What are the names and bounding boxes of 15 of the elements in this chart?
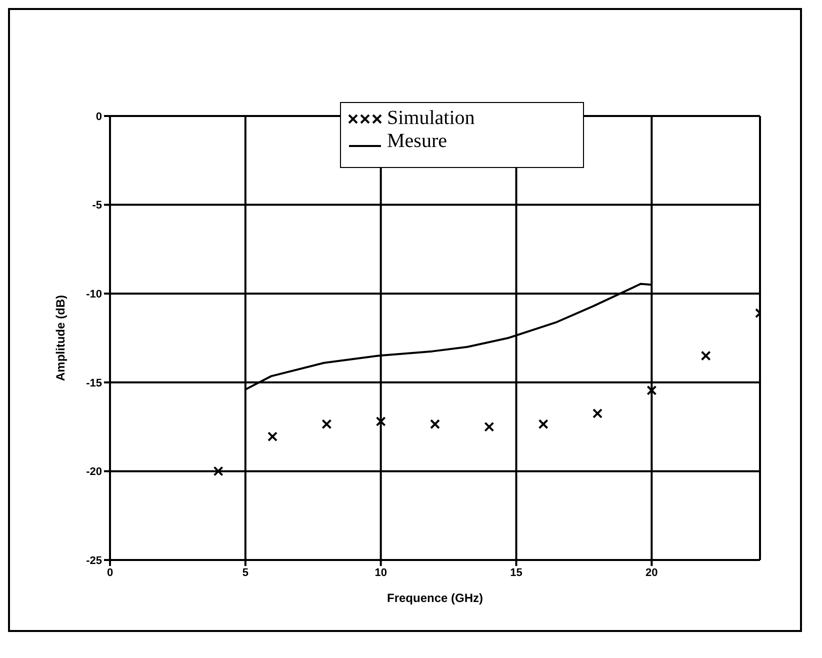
x-tick-label: 20 — [646, 566, 658, 579]
y-tick-label: -15 — [86, 377, 102, 390]
y-tick-label: -25 — [86, 554, 102, 567]
y-tick-label: -20 — [86, 466, 102, 478]
y-axis-title: Amplitude (dB) — [53, 295, 68, 381]
y-tick-label: -5 — [92, 200, 102, 212]
y-tick-label: 0 — [96, 110, 102, 123]
x-axis-title: Frequence (GHz) — [386, 591, 484, 605]
x-tick-label: 15 — [510, 566, 522, 579]
legend-label: Mesure — [387, 130, 447, 153]
x-tick-label: 0 — [106, 566, 114, 579]
legend-label: Simulation — [387, 107, 475, 130]
y-tick-label: -10 — [86, 288, 102, 301]
x-tick-label: 10 — [374, 566, 387, 579]
x-tick-label: 5 — [242, 566, 248, 579]
